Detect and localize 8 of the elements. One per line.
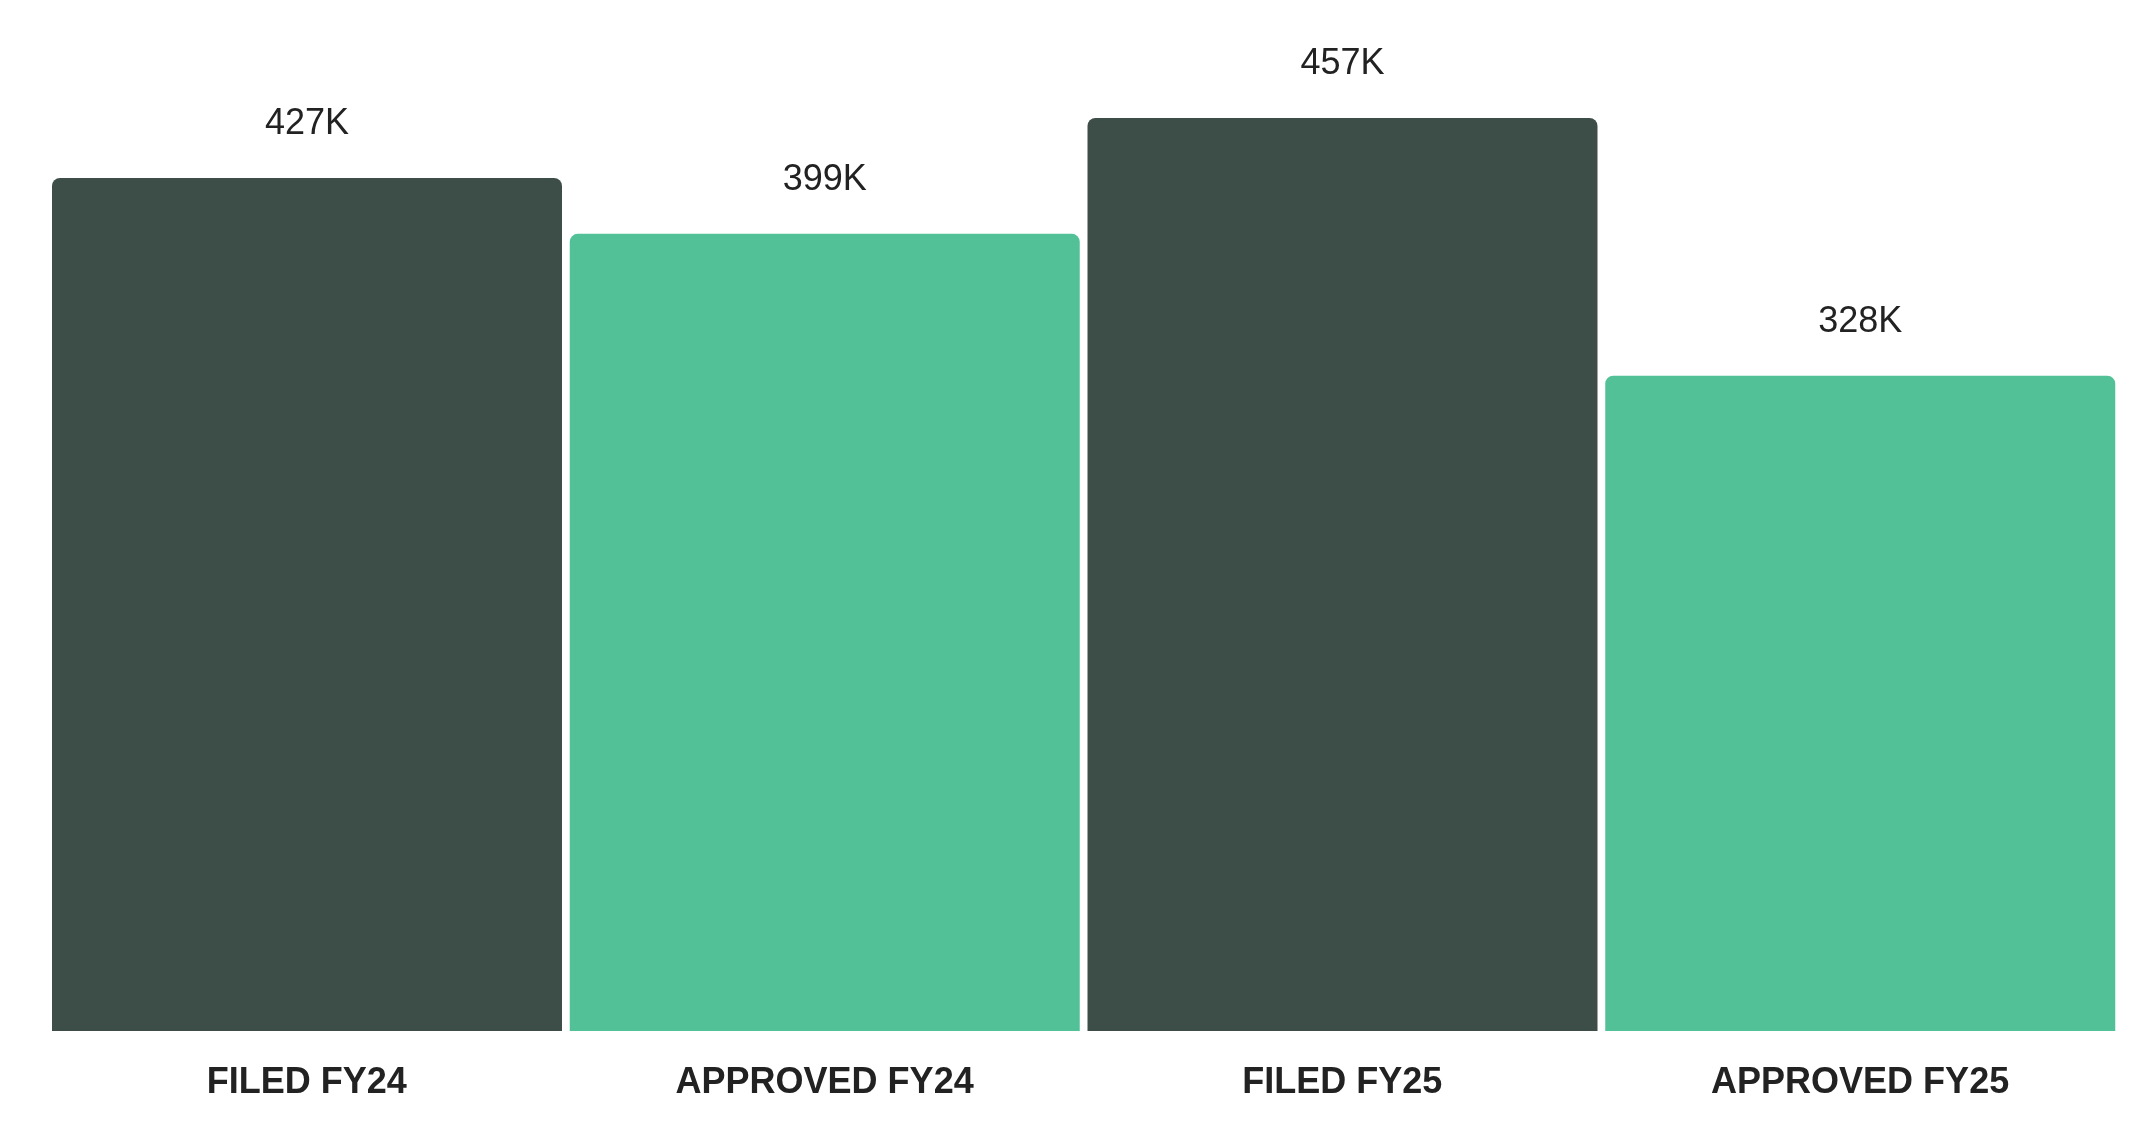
data-label: 457K (1300, 41, 1385, 82)
data-label: 328K (1818, 298, 1903, 340)
x-tick-label: FILED FY24 (206, 1059, 407, 1101)
x-tick-label: FILED FY25 (1242, 1059, 1443, 1101)
data-label: 399K (782, 156, 867, 198)
data-label: 427K (264, 100, 350, 142)
x-tick-label: APPROVED FY24 (675, 1059, 974, 1101)
x-tick-label: APPROVED FY25 (1711, 1059, 2010, 1101)
